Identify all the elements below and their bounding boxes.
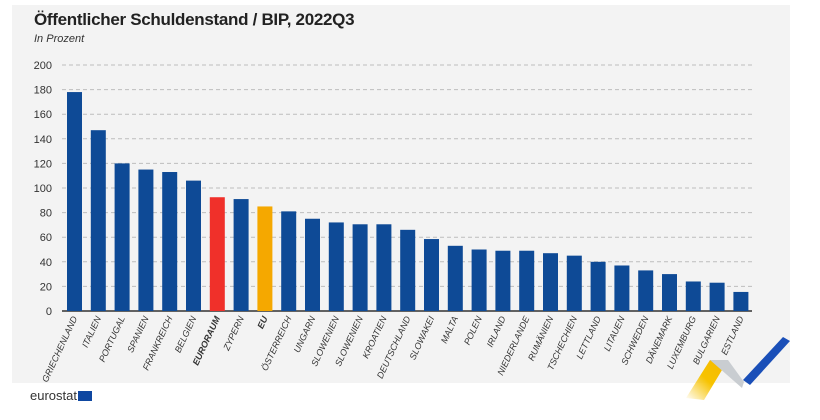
bar-malta [447, 245, 463, 311]
bar-schweden [638, 270, 654, 311]
bar-litauen [614, 265, 630, 311]
bar-polen [471, 249, 487, 311]
x-tick-label: ZYPERN [221, 314, 246, 353]
bar-österreich [281, 211, 297, 311]
y-tick-label: 160 [34, 109, 52, 121]
x-tick-label: GRIECHENLAND [40, 314, 79, 383]
bar-irland [495, 250, 511, 311]
y-tick-label: 120 [34, 158, 52, 170]
bar-frankreich [162, 172, 178, 311]
y-tick-label: 200 [34, 60, 52, 72]
bar-kroatien [376, 224, 392, 311]
bar-luxemburg [685, 281, 701, 311]
bar-griechenland [67, 92, 82, 311]
bar-euroraum [209, 197, 225, 311]
bar-dänemark [662, 274, 677, 311]
y-tick-label: 0 [46, 306, 52, 318]
x-tick-label: SPANIEN [125, 314, 151, 354]
bar-rumänien [543, 253, 558, 311]
y-tick-label: 40 [40, 257, 52, 269]
y-tick-label: 80 [40, 208, 52, 220]
y-tick-label: 180 [34, 85, 52, 97]
bar-tschechien [566, 255, 582, 311]
y-tick-label: 20 [40, 281, 52, 293]
x-tick-label: LETTLAND [574, 314, 603, 360]
bar-slowenien [352, 224, 368, 311]
eu-flag-icon [77, 390, 92, 401]
decorative-swoosh-icon [686, 337, 790, 400]
y-tick-label: 140 [34, 134, 52, 146]
y-tick-label: 100 [34, 183, 52, 195]
x-tick-label: MALTA [439, 315, 460, 345]
bar-deutschland [400, 229, 416, 311]
bar-eu [257, 206, 273, 311]
bar-ungarn [305, 218, 320, 311]
bar-italien [90, 130, 106, 311]
logo-text: eurostat [30, 388, 77, 403]
bar-portugal [114, 163, 130, 311]
x-tick-label: IRLAND [485, 314, 508, 349]
chart-subtitle: In Prozent [34, 33, 85, 45]
bar-belgien [186, 180, 201, 311]
x-tick-label: BELGIEN [173, 314, 199, 354]
bar-bulgarien [709, 282, 725, 311]
x-tick-label: SLOWAKEI [407, 314, 436, 361]
eurostat-logo: eurostat [30, 388, 92, 403]
y-tick-label: 60 [40, 232, 52, 244]
bar-niederlande [519, 250, 535, 311]
bar-slowakei [424, 239, 439, 311]
x-tick-label: UNGARN [292, 314, 318, 354]
bar-spanien [138, 169, 154, 311]
x-tick-label: ITALIEN [80, 314, 103, 349]
bar-lettland [590, 261, 606, 311]
x-tick-label: ESTLAND [719, 314, 746, 356]
bar-slowenien [328, 222, 344, 311]
x-tick-label: LITAUEN [602, 314, 627, 353]
chart-title: Öffentlicher Schuldenstand / BIP, 2022Q3 [34, 10, 355, 29]
x-tick-label: EU [255, 314, 270, 330]
bar-estland [733, 291, 749, 311]
x-tick-label: POLEN [462, 314, 484, 346]
bar-zypern [233, 199, 249, 311]
